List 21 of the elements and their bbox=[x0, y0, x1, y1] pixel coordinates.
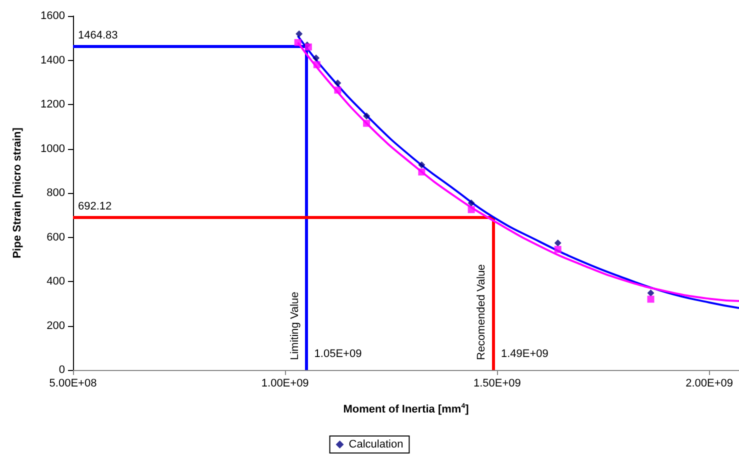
y-tick-label: 1000 bbox=[40, 142, 65, 155]
y-tick-label: 1600 bbox=[40, 10, 65, 22]
annotation: Limiting Value bbox=[288, 292, 301, 360]
ref-line-label: 1.05E+09 bbox=[314, 348, 362, 360]
y-tick-label: 400 bbox=[46, 276, 65, 288]
ref-line-label: 1464.83 bbox=[78, 29, 118, 42]
ref-line-label: 1.49E+09 bbox=[500, 348, 548, 360]
y-tick-label: 200 bbox=[46, 320, 65, 332]
x-tick-label: 2.00E+09 bbox=[686, 378, 734, 390]
x-tick-label: 5.00E+08 bbox=[49, 378, 97, 390]
y-tick-label: 1200 bbox=[40, 98, 65, 110]
y-tick-label: 600 bbox=[46, 231, 65, 244]
y-tick-label: 1400 bbox=[40, 54, 65, 66]
annotation: Recomended Value bbox=[475, 264, 488, 360]
x-tick-label: 1.00E+09 bbox=[261, 378, 309, 390]
y-axis-title: Pipe Strain [micro strain] bbox=[12, 127, 24, 258]
ref-line-label: 692.12 bbox=[78, 200, 112, 212]
x-tick-label: 1.50E+09 bbox=[474, 378, 521, 390]
y-tick-label: 800 bbox=[46, 187, 65, 199]
y-tick-label: 0 bbox=[58, 364, 65, 376]
legend-label: Calculation bbox=[348, 438, 404, 450]
